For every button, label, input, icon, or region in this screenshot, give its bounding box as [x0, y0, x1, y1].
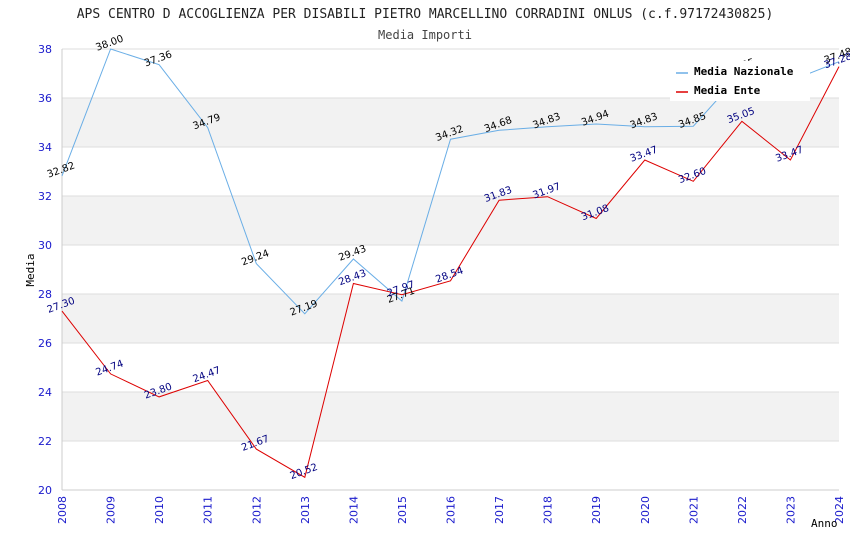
y-tick-label: 38 [38, 43, 52, 56]
legend-label-media-ente: Media Ente [694, 84, 761, 97]
y-tick-label: 20 [38, 484, 52, 497]
chart-subtitle: Media Importi [378, 28, 472, 42]
x-tick-label: 2012 [250, 496, 263, 524]
x-tick-label: 2011 [202, 496, 215, 524]
data-label: 24.74 [94, 358, 125, 378]
x-tick-label: 2010 [153, 496, 166, 524]
legend: Media Nazionale Media Ente [670, 61, 810, 101]
grid-bands [62, 98, 839, 441]
y-tick-label: 30 [38, 239, 52, 252]
data-label: 32.82 [46, 160, 77, 180]
y-tick-label: 24 [38, 386, 52, 399]
x-tick-label: 2017 [493, 496, 506, 524]
x-tick-label: 2020 [639, 496, 652, 524]
legend-label-media-nazionale: Media Nazionale [694, 65, 794, 78]
y-tick-label: 36 [38, 92, 52, 105]
x-tick-label: 2023 [784, 496, 797, 524]
x-tick-label: 2008 [56, 496, 69, 524]
series-line-media-ente [61, 66, 840, 479]
x-tick-label: 2016 [445, 496, 458, 524]
x-axis-title: Anno [811, 517, 838, 530]
x-tick-label: 2015 [396, 496, 409, 524]
x-tick-label: 2013 [299, 496, 312, 524]
x-tick-label: 2019 [590, 496, 603, 524]
y-tick-label: 34 [38, 141, 52, 154]
data-label: 29.24 [240, 248, 271, 268]
data-label: 37.36 [143, 49, 174, 69]
x-tick-label: 2014 [347, 496, 360, 524]
data-label: 32.60 [677, 166, 708, 186]
data-label: 24.47 [192, 365, 223, 385]
legend-box [670, 61, 810, 101]
grid-band [62, 196, 839, 245]
y-tick-label: 32 [38, 190, 52, 203]
series-line-media-nazionale [61, 48, 840, 315]
y-tick-label: 28 [38, 288, 52, 301]
x-tick-label: 2022 [736, 496, 749, 524]
x-tick-label: 2024 [833, 496, 846, 524]
axes [61, 49, 839, 491]
series-lines [61, 48, 840, 479]
grid-band [62, 294, 839, 343]
y-tick-labels: 20 22 24 26 28 30 32 34 36 38 [38, 43, 52, 497]
data-label: 33.47 [774, 145, 805, 165]
x-tick-label: 2018 [542, 496, 555, 524]
data-label: 20.52 [289, 462, 320, 482]
data-label: 28.54 [434, 265, 465, 285]
x-tick-labels: 2008 2009 2010 2011 2012 2013 2014 2015 2016 2017… [56, 496, 846, 524]
x-tick-label: 2009 [105, 496, 118, 524]
x-tick-label: 2021 [687, 496, 700, 524]
y-tick-label: 22 [38, 435, 52, 448]
y-axis-title: Media [24, 253, 37, 286]
chart-title: APS CENTRO D ACCOGLIENZA PER DISABILI PI… [77, 7, 774, 22]
grid-band [62, 392, 839, 441]
y-tick-label: 26 [38, 337, 52, 350]
